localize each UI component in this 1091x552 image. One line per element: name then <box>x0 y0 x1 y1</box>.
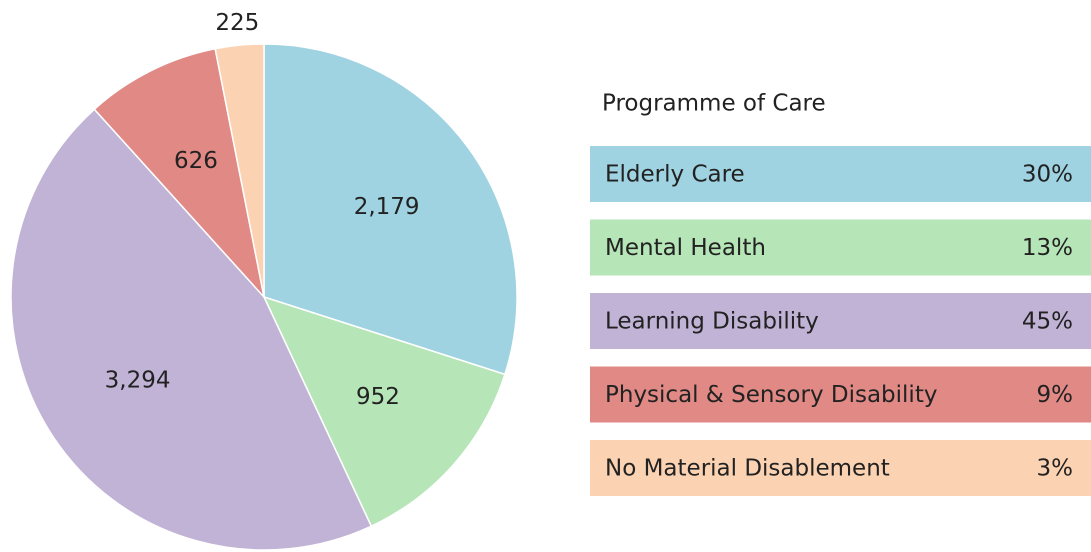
legend-swatch <box>590 440 1091 496</box>
legend-label: Elderly Care <box>605 162 745 188</box>
legend-share: 30% <box>1022 162 1073 188</box>
pie-slice <box>10 108 373 551</box>
pie-slice <box>214 43 265 298</box>
legend-share: 9% <box>1037 382 1074 408</box>
pie-slice <box>262 295 506 528</box>
legend-label: Mental Health <box>605 235 766 261</box>
legend-swatch <box>590 366 1091 423</box>
legend-label: Physical & Sensory Disability <box>605 382 937 408</box>
legend-swatch <box>590 219 1091 276</box>
data-label: 626 <box>174 148 218 174</box>
legend-swatch <box>590 146 1091 202</box>
data-label: 3,294 <box>105 367 171 393</box>
data-label: 952 <box>356 384 400 410</box>
pie-slice <box>263 43 518 376</box>
legend-share: 3% <box>1037 456 1074 482</box>
data-label: 2,179 <box>354 194 420 220</box>
data-label: 225 <box>215 10 259 36</box>
pie-slice <box>93 47 266 300</box>
legend-label: No Material Disablement <box>605 456 890 482</box>
legend-label: Learning Disability <box>605 309 819 335</box>
legend-swatch <box>590 293 1091 349</box>
legend-share: 45% <box>1022 309 1073 335</box>
legend-title: Programme of Care <box>602 91 826 117</box>
legend-share: 13% <box>1022 235 1073 261</box>
